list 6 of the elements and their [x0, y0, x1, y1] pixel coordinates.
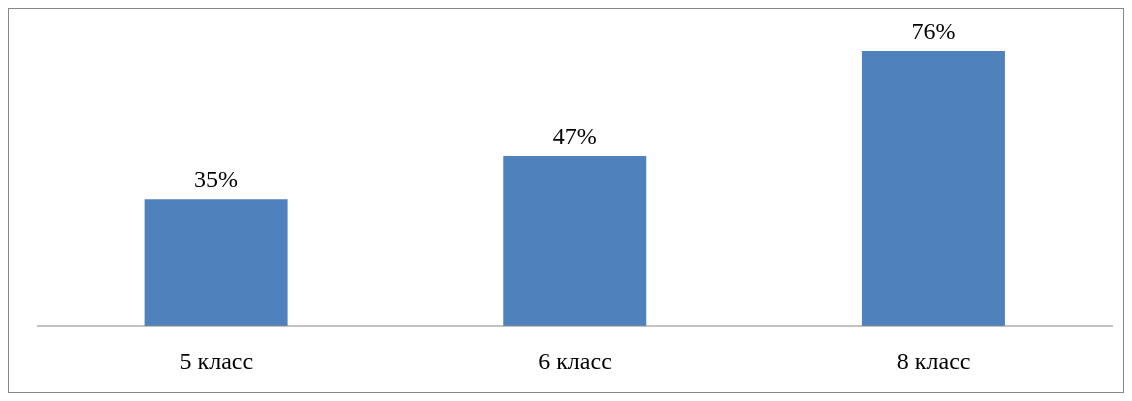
x-tick-label: 6 класс — [538, 348, 612, 375]
x-tick-label: 5 класс — [179, 348, 254, 375]
data-label: 47% — [552, 122, 597, 149]
data-label: 35% — [194, 166, 239, 193]
x-tick-label: 8 класс — [896, 348, 971, 375]
data-label: 76% — [911, 18, 956, 44]
